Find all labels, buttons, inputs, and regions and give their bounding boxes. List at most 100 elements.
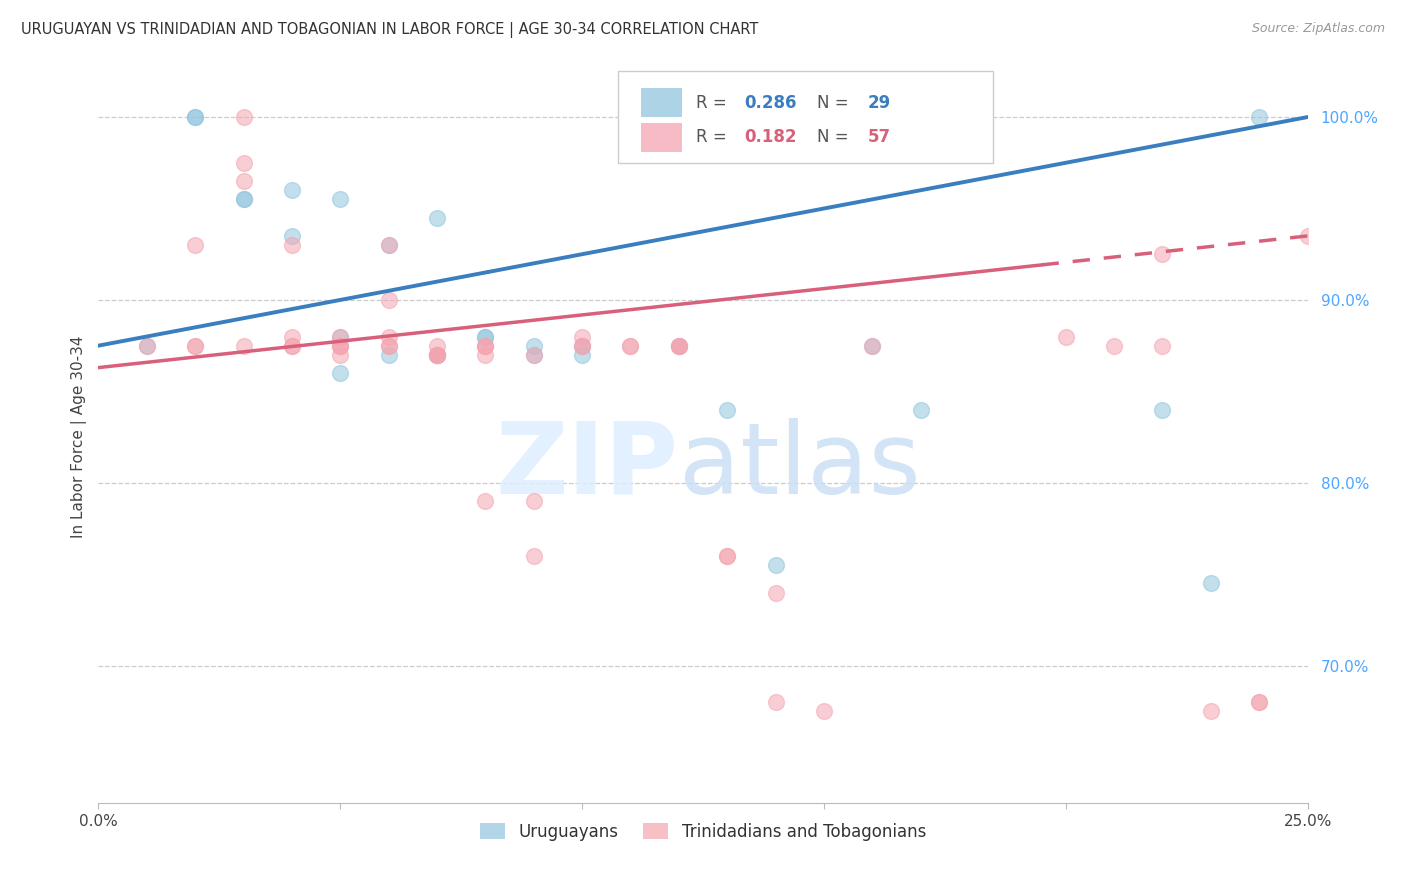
Point <box>668 338 690 352</box>
Point <box>426 348 449 362</box>
Point <box>860 338 883 352</box>
Point <box>232 192 254 206</box>
Point <box>571 338 593 352</box>
Point <box>377 329 399 343</box>
Point <box>1102 338 1125 352</box>
Text: 0.286: 0.286 <box>744 94 797 112</box>
FancyBboxPatch shape <box>641 88 682 118</box>
Point <box>523 348 546 362</box>
Point <box>377 238 399 252</box>
Point <box>619 338 641 352</box>
Text: R =: R = <box>696 128 731 146</box>
Point <box>474 338 496 352</box>
Point <box>281 238 304 252</box>
Text: Source: ZipAtlas.com: Source: ZipAtlas.com <box>1251 22 1385 36</box>
Point <box>1152 402 1174 417</box>
Point <box>474 329 496 343</box>
Point <box>184 238 207 252</box>
Text: 0.182: 0.182 <box>744 128 797 146</box>
Point <box>619 338 641 352</box>
Point <box>281 228 304 243</box>
Point <box>1249 695 1271 709</box>
Point <box>329 192 352 206</box>
Point <box>281 338 304 352</box>
Point <box>523 549 546 563</box>
Point <box>426 348 449 362</box>
Point <box>377 338 399 352</box>
Point <box>184 110 207 124</box>
Point <box>232 338 254 352</box>
Point <box>1249 695 1271 709</box>
Point <box>716 402 738 417</box>
Point <box>716 549 738 563</box>
Text: R =: R = <box>696 94 731 112</box>
Point <box>571 338 593 352</box>
Text: 29: 29 <box>868 94 890 112</box>
Point <box>232 192 254 206</box>
Legend: Uruguayans, Trinidadians and Tobagonians: Uruguayans, Trinidadians and Tobagonians <box>471 814 935 849</box>
Point <box>426 348 449 362</box>
Point <box>281 338 304 352</box>
Point <box>474 348 496 362</box>
Point <box>232 174 254 188</box>
Point <box>377 293 399 307</box>
Point <box>571 348 593 362</box>
Point <box>232 155 254 169</box>
Point <box>281 183 304 197</box>
Point <box>329 338 352 352</box>
Point <box>523 494 546 508</box>
Point <box>329 329 352 343</box>
Point <box>523 338 546 352</box>
Point <box>1249 110 1271 124</box>
Point <box>184 338 207 352</box>
Point <box>135 338 157 352</box>
Point <box>910 402 932 417</box>
Point <box>232 110 254 124</box>
Point <box>184 110 207 124</box>
Point <box>426 348 449 362</box>
Point <box>571 329 593 343</box>
Point <box>426 338 449 352</box>
Point <box>426 211 449 225</box>
Point <box>668 338 690 352</box>
Point <box>377 338 399 352</box>
Text: URUGUAYAN VS TRINIDADIAN AND TOBAGONIAN IN LABOR FORCE | AGE 30-34 CORRELATION C: URUGUAYAN VS TRINIDADIAN AND TOBAGONIAN … <box>21 22 758 38</box>
Point <box>860 338 883 352</box>
Point <box>184 338 207 352</box>
Point <box>765 585 787 599</box>
Point <box>329 329 352 343</box>
Point <box>1199 704 1222 718</box>
Point <box>523 348 546 362</box>
Point <box>765 695 787 709</box>
Text: N =: N = <box>817 94 853 112</box>
Point <box>329 338 352 352</box>
Y-axis label: In Labor Force | Age 30-34: In Labor Force | Age 30-34 <box>72 335 87 539</box>
Point <box>377 348 399 362</box>
Point <box>426 348 449 362</box>
Point <box>716 549 738 563</box>
Point <box>765 558 787 573</box>
Point <box>1152 247 1174 261</box>
Text: N =: N = <box>817 128 853 146</box>
Text: atlas: atlas <box>679 417 921 515</box>
Point <box>474 338 496 352</box>
Point <box>329 366 352 380</box>
Point <box>281 329 304 343</box>
Point <box>668 338 690 352</box>
Point <box>377 238 399 252</box>
Point <box>474 494 496 508</box>
Point <box>1152 338 1174 352</box>
Point <box>571 338 593 352</box>
Point <box>813 704 835 718</box>
Point <box>329 348 352 362</box>
Point <box>474 329 496 343</box>
Text: ZIP: ZIP <box>496 417 679 515</box>
Point <box>1054 329 1077 343</box>
FancyBboxPatch shape <box>641 122 682 152</box>
Point <box>329 338 352 352</box>
Point <box>1296 228 1319 243</box>
Text: 57: 57 <box>868 128 890 146</box>
Point <box>426 348 449 362</box>
Point <box>474 338 496 352</box>
Point <box>668 338 690 352</box>
